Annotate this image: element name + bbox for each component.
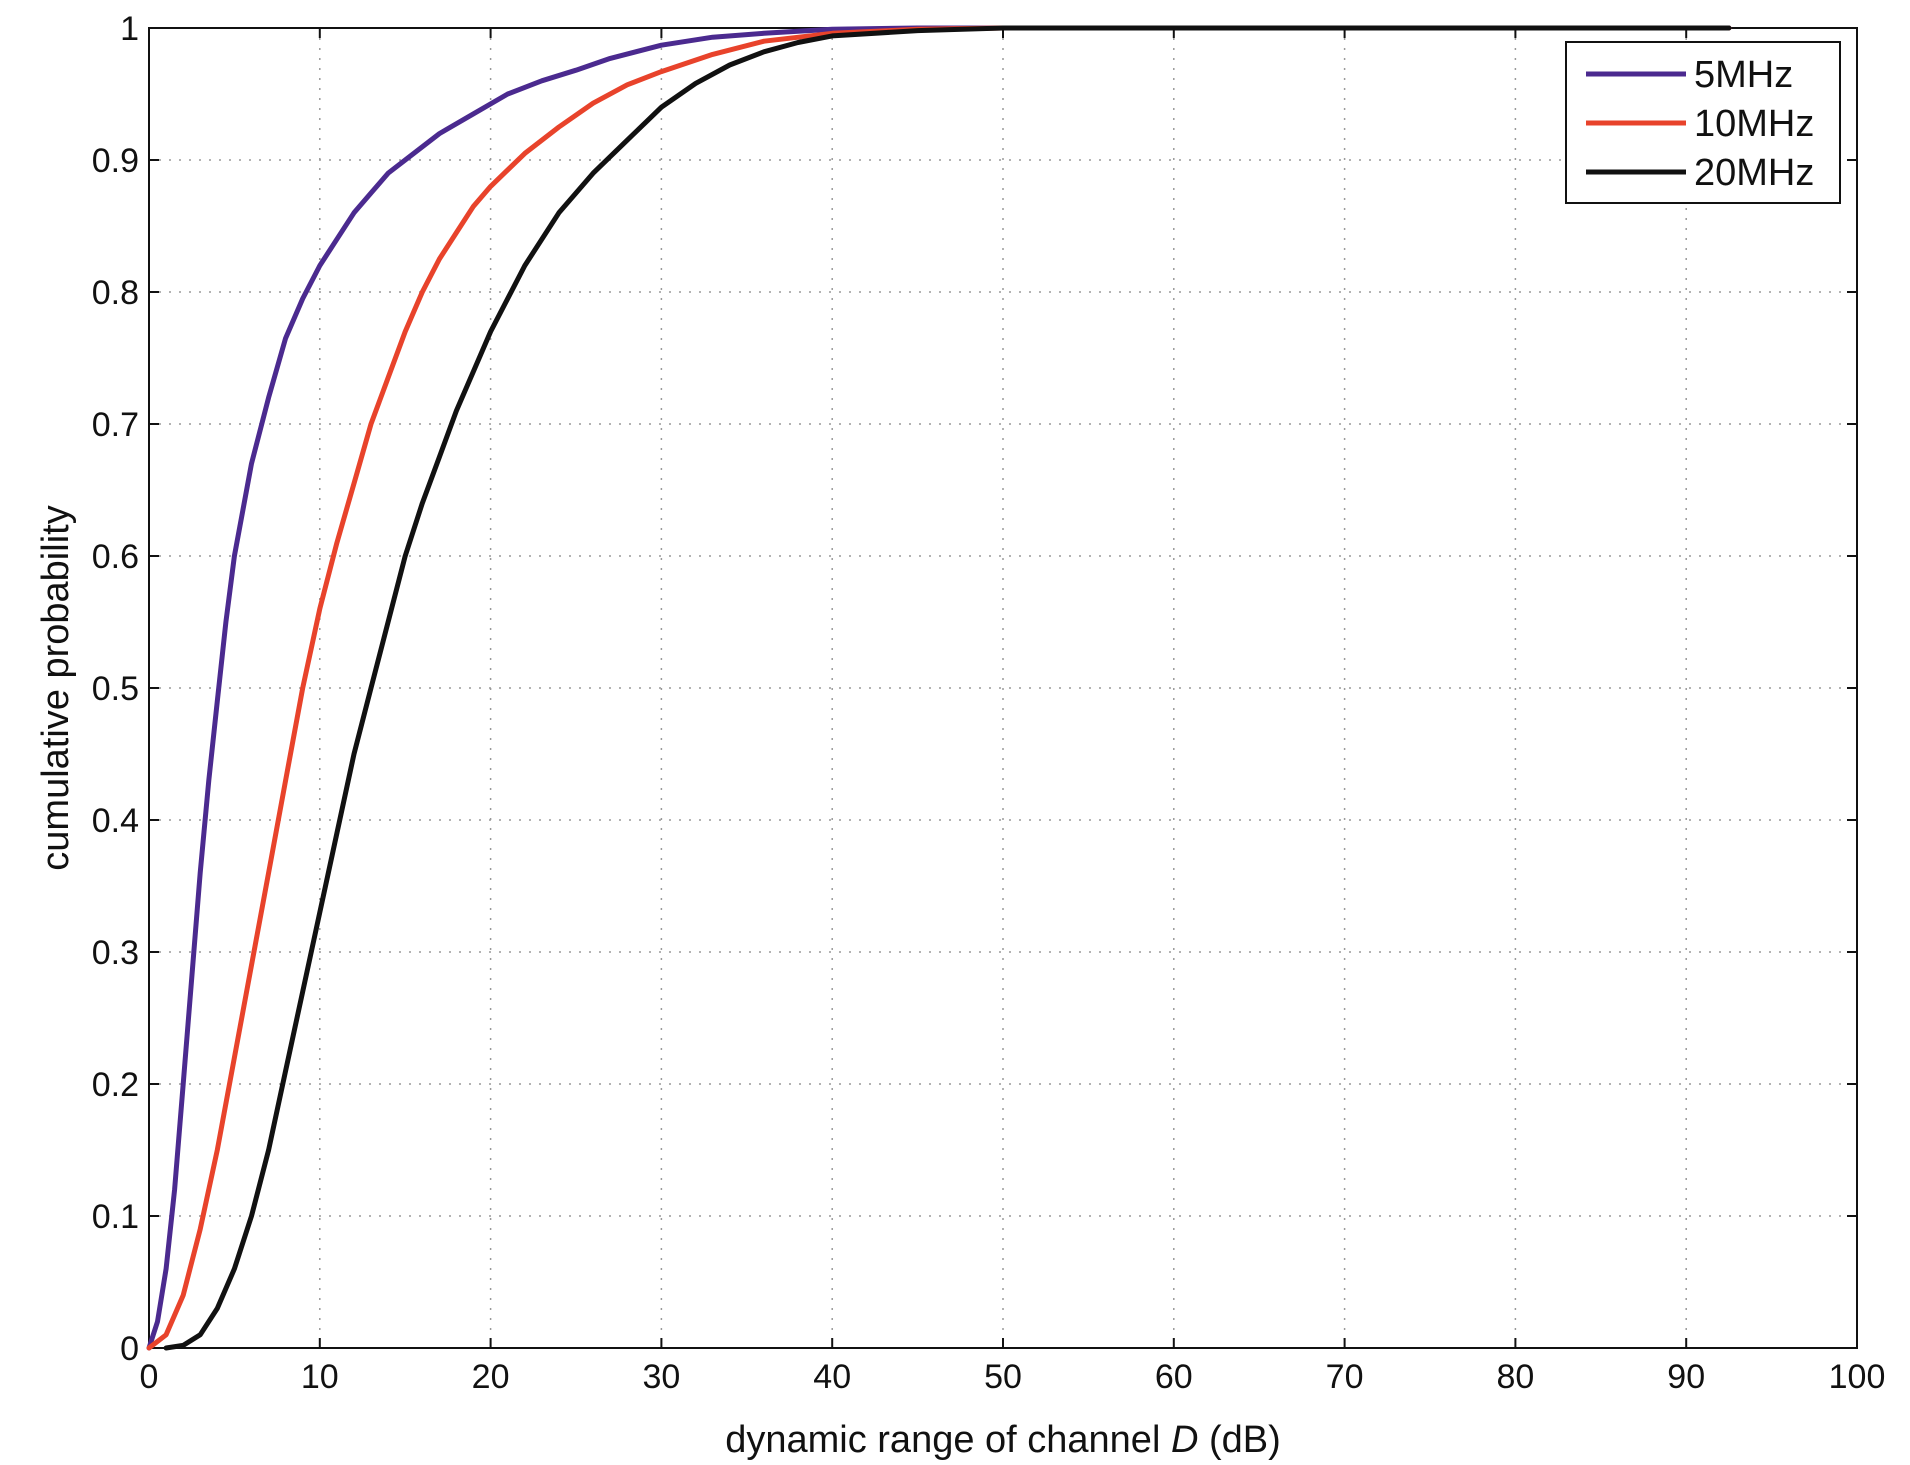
x-tick-label: 0	[140, 1358, 159, 1396]
y-tick-label: 0.4	[92, 802, 139, 840]
y-axis-label: cumulative probability	[35, 505, 77, 870]
legend: 5MHz 10MHz 20MHz	[1565, 41, 1841, 204]
y-tick-label: 0.6	[92, 538, 139, 576]
legend-entry-label: 10MHz	[1694, 103, 1814, 145]
series-line-10MHz	[146, 25, 1732, 1351]
y-tick-label: 1	[120, 10, 139, 48]
x-axis-label-prefix: dynamic range of channel	[725, 1419, 1171, 1461]
x-tick-label: 10	[301, 1358, 339, 1396]
x-axis-label-suffix: (dB)	[1198, 1419, 1280, 1461]
legend-entry-label: 5MHz	[1694, 54, 1793, 96]
series-lines	[146, 25, 1732, 1351]
y-tick-label: 0.1	[92, 1198, 139, 1236]
y-tick-label: 0.9	[92, 142, 139, 180]
x-tick-label: 30	[642, 1358, 680, 1396]
grid-lines	[149, 28, 1857, 1348]
y-tick-label: 0.2	[92, 1066, 139, 1104]
x-tick-label: 80	[1496, 1358, 1534, 1396]
x-tick-label: 20	[472, 1358, 510, 1396]
x-tick-label: 60	[1155, 1358, 1193, 1396]
axis-ticks: 0 10 20 30 40 50 60 70 80 90 100 0 0.1 0.2 0.3 0.4 0.5 0.…	[92, 10, 1886, 1396]
x-tick-label: 50	[984, 1358, 1022, 1396]
series-line-20MHz	[163, 25, 1732, 1351]
legend-entry-label: 20MHz	[1694, 152, 1814, 194]
x-tick-label: 90	[1667, 1358, 1705, 1396]
y-tick-label: 0.8	[92, 274, 139, 312]
x-axis-label-var: D	[1171, 1419, 1198, 1461]
series-line-5MHz	[146, 25, 1732, 1351]
x-tick-label: 40	[813, 1358, 851, 1396]
y-tick-label: 0.5	[92, 670, 139, 708]
x-tick-label: 100	[1829, 1358, 1886, 1396]
y-tick-label: 0.7	[92, 406, 139, 444]
y-tick-label: 0.3	[92, 934, 139, 972]
y-tick-label: 0	[120, 1330, 139, 1368]
x-axis-label: dynamic range of channel D (dB)	[725, 1419, 1281, 1461]
x-tick-label: 70	[1326, 1358, 1364, 1396]
